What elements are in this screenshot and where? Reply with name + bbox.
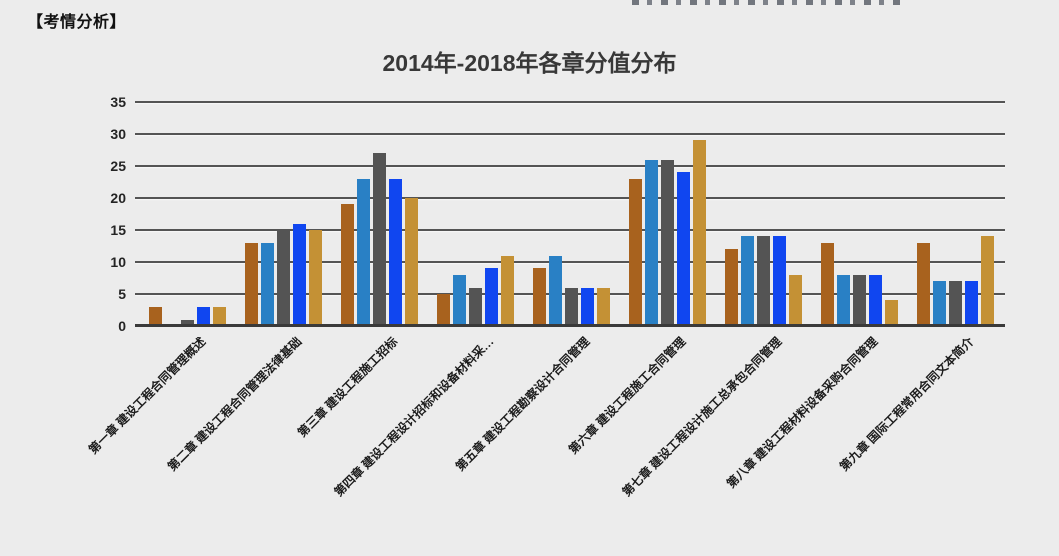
bar-s1-c8: [932, 281, 946, 326]
bar-s1-c6: [740, 236, 754, 326]
bar-s3-c6: [772, 236, 786, 326]
y-axis-label: 10: [110, 254, 126, 270]
bar-s3-c0: [196, 307, 210, 326]
x-axis-label: 第九章 国际工程常用合同文本简介: [837, 334, 977, 474]
x-axis-label: 第八章 建设工程材料设备采购合同管理: [724, 334, 881, 491]
bar-s2-c3: [468, 288, 482, 326]
bar-s0-c8: [916, 243, 930, 326]
bar-s0-c1: [244, 243, 258, 326]
y-axis-label: 5: [118, 286, 126, 302]
bar-s3-c8: [964, 281, 978, 326]
gridline-30: [135, 133, 1005, 135]
bar-s3-c2: [388, 179, 402, 326]
bar-s2-c5: [660, 160, 674, 326]
bar-s4-c1: [308, 230, 322, 326]
x-axis-label: 第二章 建设工程合同管理法律基础: [165, 334, 305, 474]
chart-title: 2014年-2018年各章分值分布: [382, 50, 677, 76]
y-axis-label: 15: [110, 222, 126, 238]
section-label: 【考情分析】: [27, 14, 127, 31]
bar-s1-c7: [836, 275, 850, 326]
y-axis-label: 35: [110, 94, 126, 110]
bar-s4-c5: [692, 140, 706, 326]
bar-s4-c7: [884, 300, 898, 326]
bar-s3-c3: [484, 268, 498, 326]
x-axis-label: 第七章 建设工程设计施工总承包合同管理: [619, 334, 785, 500]
bar-s4-c2: [404, 198, 418, 326]
x-axis-line: [135, 324, 1005, 327]
y-axis-label: 20: [110, 190, 126, 206]
bar-s0-c7: [820, 243, 834, 326]
gridline-15: [135, 229, 1005, 231]
clipped-text-fragment: [632, 0, 907, 5]
bar-s2-c0: [180, 320, 194, 326]
bar-s1-c3: [452, 275, 466, 326]
y-axis-label: 0: [118, 318, 126, 334]
bar-s0-c3: [436, 294, 450, 326]
x-axis-label: 第三章 建设工程施工招标: [294, 334, 401, 440]
bar-s3-c4: [580, 288, 594, 326]
bar-s0-c6: [724, 249, 738, 326]
gridline-10: [135, 261, 1005, 263]
bar-s3-c1: [292, 224, 306, 326]
bar-s3-c5: [676, 172, 690, 326]
bar-s3-c7: [868, 275, 882, 326]
x-axis-label: 第五章 建设工程勘察设计合同管理: [453, 334, 593, 474]
bar-s4-c3: [500, 256, 514, 326]
bar-s4-c8: [980, 236, 994, 326]
bar-s1-c5: [644, 160, 658, 326]
bar-s0-c2: [340, 204, 354, 326]
gridline-25: [135, 165, 1005, 167]
bar-s2-c7: [852, 275, 866, 326]
y-axis-label: 30: [110, 126, 126, 142]
x-axis-label: 第六章 建设工程施工合同管理: [565, 334, 689, 457]
y-axis-label: 25: [110, 158, 126, 174]
bar-s1-c4: [548, 256, 562, 326]
bar-s4-c6: [788, 275, 802, 326]
plot-area: [135, 101, 1005, 327]
bar-s1-c1: [260, 243, 274, 326]
bar-s0-c5: [628, 179, 642, 326]
bar-s0-c4: [532, 268, 546, 326]
bar-s1-c2: [356, 179, 370, 326]
bar-s2-c2: [372, 153, 386, 326]
bar-s2-c8: [948, 281, 962, 326]
bar-s4-c4: [596, 288, 610, 326]
bar-s2-c1: [276, 230, 290, 326]
bar-s4-c0: [212, 307, 226, 326]
bar-s2-c4: [564, 288, 578, 326]
bar-s0-c0: [148, 307, 162, 326]
gridline-20: [135, 197, 1005, 199]
gridline-35: [135, 101, 1005, 103]
x-axis-label: 第四章 建设工程设计招标和设备材料采…: [331, 334, 497, 500]
bar-s2-c6: [756, 236, 770, 326]
